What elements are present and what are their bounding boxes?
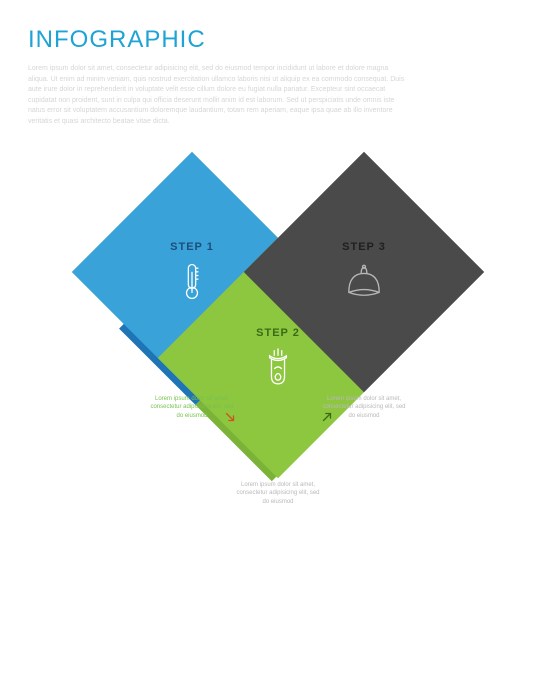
step-3-caption-area: Lorem ipsum dolor sit amet, consectetur … [244, 324, 484, 564]
sauna-hat-icon [344, 259, 384, 303]
infographic-stage: STEP 1 STEP 2 [0, 127, 556, 597]
arrow-up-right-icon [317, 407, 337, 427]
page-title: INFOGRAPHIC [28, 26, 528, 54]
step-3-label: STEP 3 [342, 241, 386, 253]
step-1-label: STEP 1 [170, 241, 214, 253]
header: INFOGRAPHIC Lorem ipsum dolor sit amet, … [0, 0, 556, 127]
arrow-down-right-icon [220, 407, 240, 427]
page-subtitle: Lorem ipsum dolor sit amet, consectetur … [28, 64, 408, 127]
